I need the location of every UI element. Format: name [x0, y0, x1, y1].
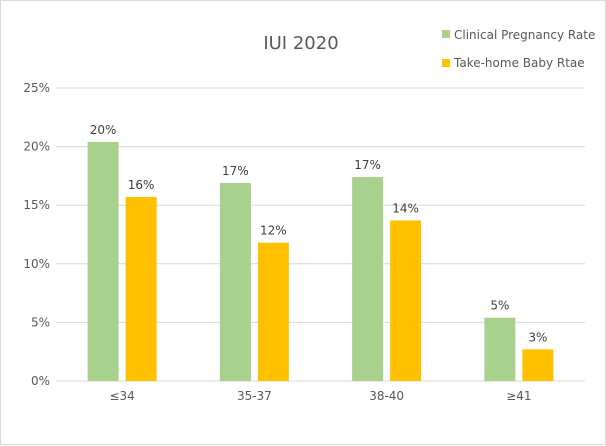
bar-take-home-baby-rtae — [522, 349, 554, 381]
data-label-clinical-pregnancy-rate: 5% — [490, 299, 509, 313]
x-axis-tick-labels: ≤34 35-37 38-40 ≥41 — [109, 389, 531, 403]
y-tick-label: 25% — [23, 81, 50, 95]
chart-title: IUI 2020 — [263, 33, 338, 54]
legend: Clinical Pregnancy Rate Take-home Baby R… — [442, 28, 595, 70]
data-label-clinical-pregnancy-rate: 17% — [222, 164, 249, 178]
data-labels: 20% 16% 17% 12% 17% 14% 5% 3% — [90, 123, 548, 344]
legend-label-clinical-pregnancy-rate: Clinical Pregnancy Rate — [454, 28, 595, 42]
bar-clinical-pregnancy-rate — [484, 317, 516, 381]
legend-swatch-clinical-pregnancy-rate — [442, 30, 450, 38]
y-tick-label: 10% — [23, 257, 50, 271]
bars — [87, 141, 554, 381]
bar-clinical-pregnancy-rate — [352, 177, 384, 381]
bar-take-home-baby-rtae — [257, 242, 289, 381]
legend-swatch-take-home-baby-rate — [442, 59, 450, 67]
bar-clinical-pregnancy-rate — [87, 141, 119, 381]
data-label-clinical-pregnancy-rate: 17% — [354, 158, 381, 172]
legend-item-take-home-baby-rate: Take-home Baby Rtae — [442, 56, 585, 70]
data-label-take-home-baby-rtae: 16% — [128, 178, 155, 192]
y-axis-tick-labels: 0% 5% 10% 15% 20% 25% — [23, 81, 50, 388]
legend-label-take-home-baby-rate: Take-home Baby Rtae — [453, 56, 585, 70]
y-tick-label: 0% — [31, 374, 50, 388]
data-label-clinical-pregnancy-rate: 20% — [90, 123, 117, 137]
y-tick-label: 5% — [31, 315, 50, 329]
x-tick-label: 35-37 — [237, 389, 272, 403]
bar-take-home-baby-rtae — [390, 220, 422, 381]
data-label-take-home-baby-rtae: 3% — [528, 330, 547, 344]
legend-item-clinical-pregnancy-rate: Clinical Pregnancy Rate — [442, 28, 595, 42]
data-label-take-home-baby-rtae: 12% — [260, 224, 287, 238]
bar-take-home-baby-rtae — [125, 196, 157, 381]
x-tick-label: ≥41 — [506, 389, 531, 403]
y-tick-label: 15% — [23, 198, 50, 212]
data-label-take-home-baby-rtae: 14% — [392, 201, 419, 215]
x-tick-label: 38-40 — [369, 389, 404, 403]
bar-clinical-pregnancy-rate — [219, 182, 251, 381]
y-tick-label: 20% — [23, 140, 50, 154]
x-tick-label: ≤34 — [109, 389, 134, 403]
